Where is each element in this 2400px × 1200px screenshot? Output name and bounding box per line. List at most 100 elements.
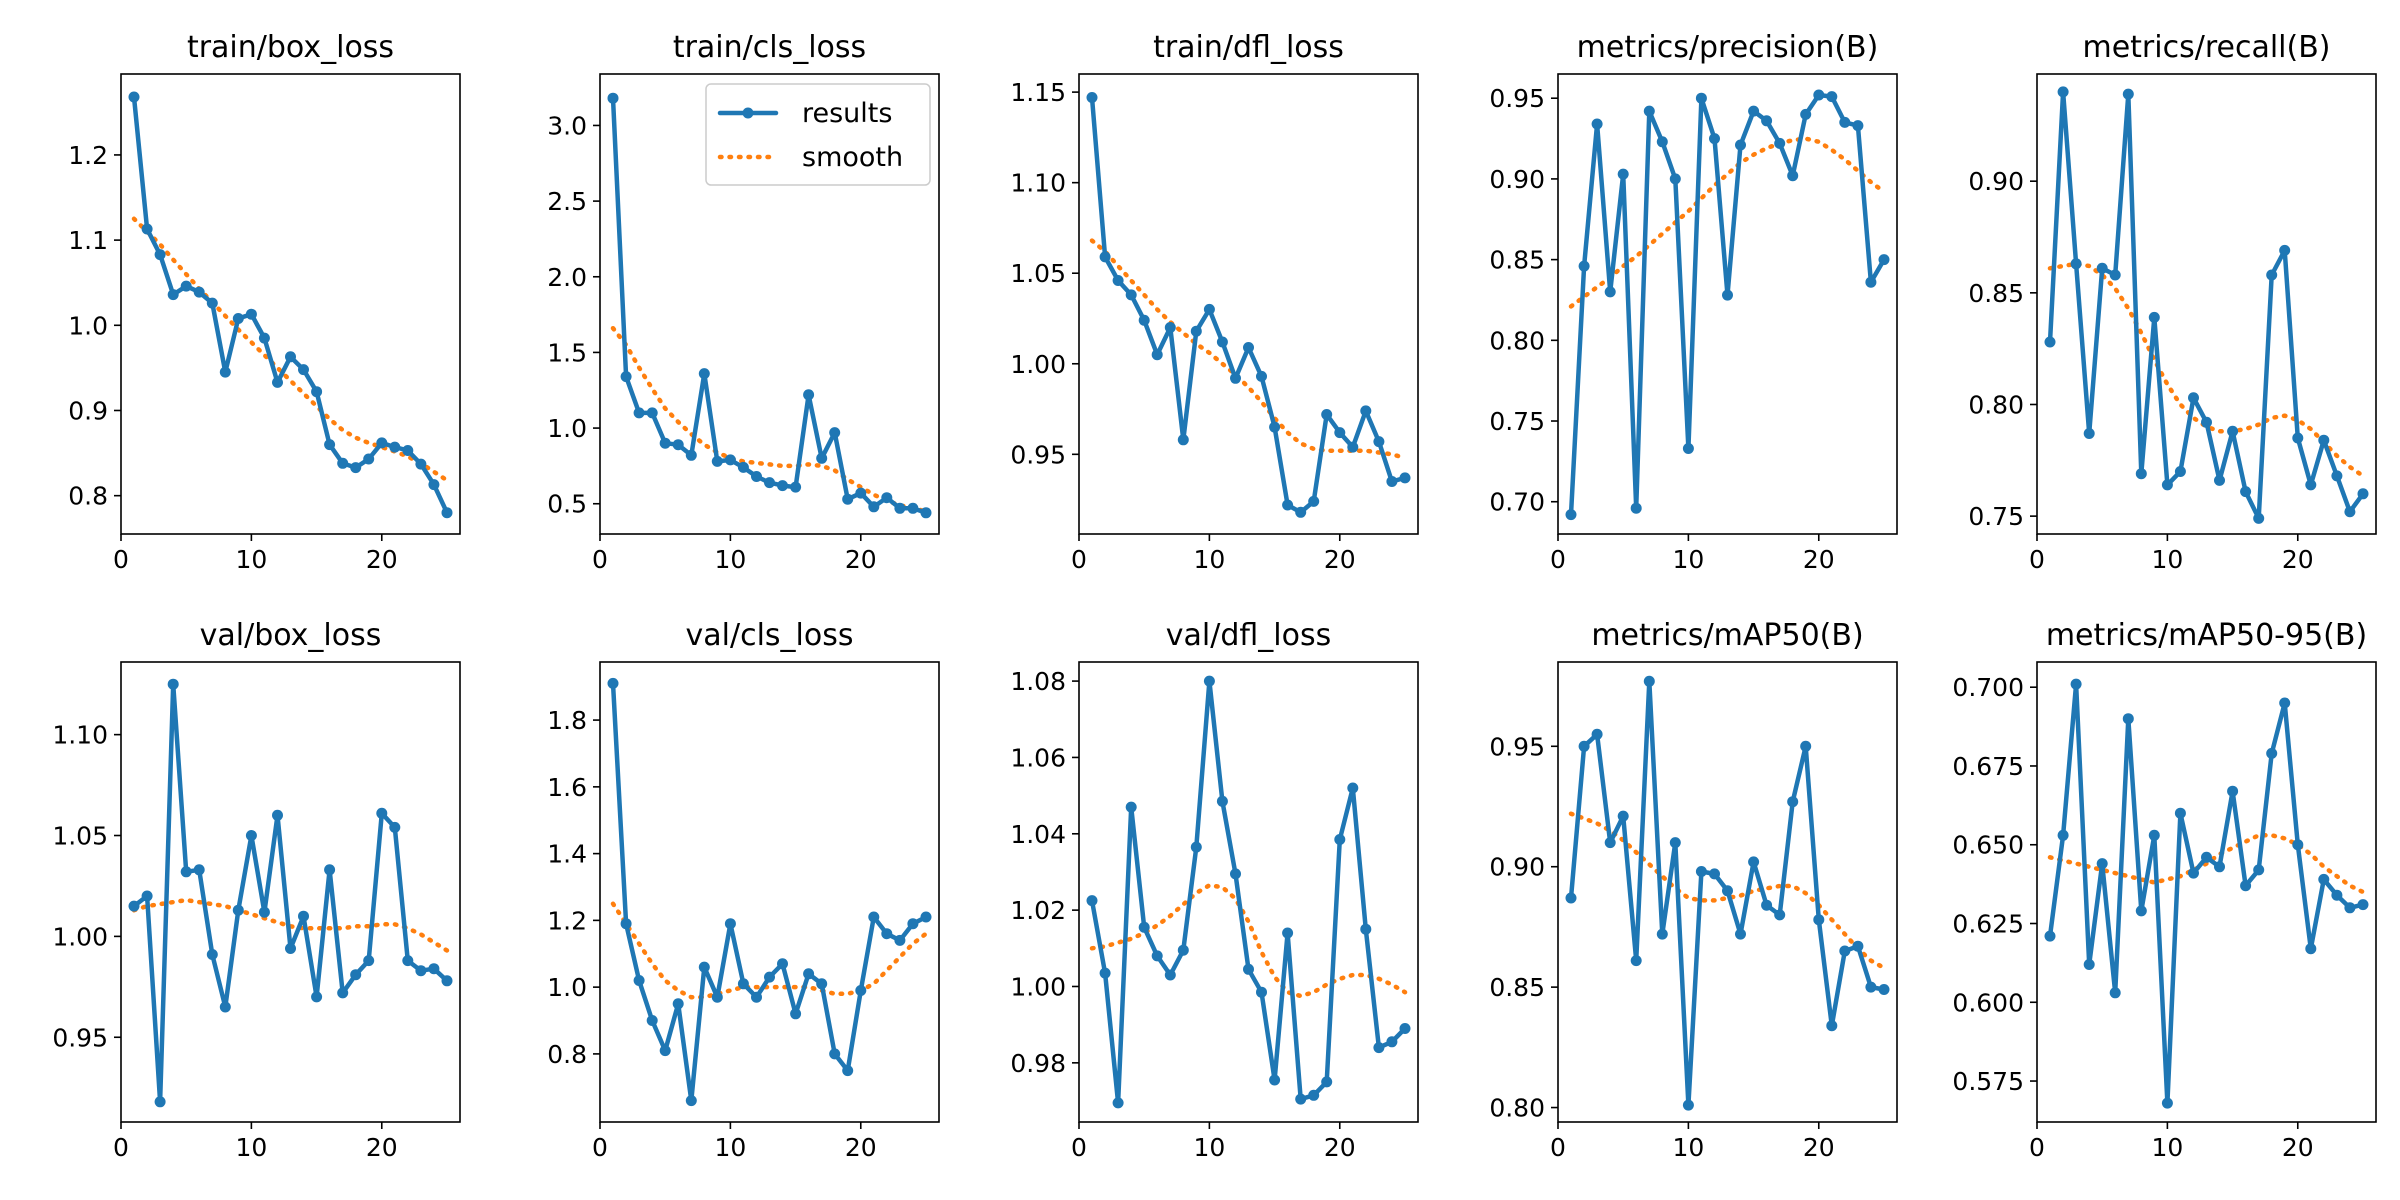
data-point: [2305, 479, 2317, 491]
data-point: [1216, 795, 1228, 807]
subplot-train-dfl-loss: train/dfl_loss 0 10 20 0.95 1.00 1.05 1.10 1.15: [1010, 30, 1419, 574]
data-point: [1256, 370, 1267, 382]
data-point: [363, 453, 375, 465]
x-tick-label: 10: [2151, 545, 2183, 574]
data-point: [894, 934, 906, 946]
data-point: [698, 368, 710, 380]
y-tick-label: 1.00: [1010, 350, 1066, 379]
data-point: [363, 955, 375, 967]
data-point: [1787, 170, 1799, 182]
x-tick-label: 20: [845, 1133, 877, 1162]
x-tick-label: 10: [1193, 1133, 1225, 1162]
data-point: [724, 454, 736, 466]
y-tick-label: 1.0: [547, 973, 587, 1002]
data-point: [350, 969, 362, 981]
data-point: [2161, 1097, 2173, 1109]
data-point: [881, 928, 893, 940]
data-point: [2305, 943, 2317, 955]
data-point: [441, 975, 453, 987]
data-point: [402, 955, 414, 967]
data-point: [402, 445, 414, 456]
data-point: [1839, 945, 1851, 957]
data-point: [2109, 269, 2121, 281]
data-point: [324, 864, 336, 876]
data-point: [2227, 785, 2239, 797]
y-tick-label: 0.85: [1489, 973, 1545, 1002]
data-point: [180, 280, 192, 292]
data-point: [311, 386, 323, 398]
y-tick-label: 0.700: [1952, 673, 2024, 702]
y-tick-label: 1.5: [547, 338, 587, 367]
data-point: [350, 462, 362, 474]
data-point: [1334, 427, 1346, 439]
data-point: [2109, 987, 2121, 999]
x-tick-label: 20: [1803, 1133, 1835, 1162]
plot-area: [2044, 86, 2369, 524]
data-point: [428, 963, 440, 975]
x-tick-label: 20: [2282, 545, 2314, 574]
x-tick-label: 0: [592, 545, 608, 574]
chart-title: train/cls_loss: [673, 30, 866, 65]
data-point: [193, 286, 205, 298]
data-point: [1203, 303, 1215, 315]
data-point: [607, 92, 619, 104]
data-point: [1852, 940, 1864, 952]
y-tick-label: 0.75: [1968, 502, 2024, 531]
series-results-line: [2047, 89, 2366, 521]
y-tick-label: 1.0: [547, 414, 587, 443]
data-point: [1269, 1074, 1281, 1086]
subplot-val-cls-loss: val/cls_loss 0 10 20 0.8 1.0 1.2 1.4 1.6 1.8: [547, 618, 940, 1162]
data-point: [2096, 858, 2108, 870]
y-tick-label: 0.85: [1489, 246, 1545, 275]
data-point: [2070, 678, 2082, 690]
data-point: [764, 971, 775, 983]
series-results-line: [2047, 681, 2366, 1106]
data-point: [1735, 928, 1746, 940]
y-tick-label: 1.2: [68, 141, 108, 170]
y-tick-label: 0.90: [1968, 167, 2024, 196]
data-point: [206, 297, 218, 309]
y-tick-label: 0.95: [1010, 440, 1066, 469]
y-tick-label: 3.0: [547, 111, 587, 140]
data-point: [751, 991, 762, 1003]
data-point: [2083, 959, 2095, 970]
data-point: [324, 439, 336, 451]
y-tick-label: 0.625: [1952, 910, 2024, 939]
data-point: [1865, 981, 1877, 993]
axes-frame: [1557, 73, 1898, 535]
data-point: [1761, 115, 1773, 127]
plot-area: [607, 92, 932, 519]
data-point: [1334, 834, 1346, 845]
data-point: [167, 678, 179, 690]
data-point: [2227, 425, 2239, 437]
data-point: [2057, 829, 2069, 841]
data-point: [1373, 436, 1385, 448]
data-point: [1709, 868, 1720, 880]
x-tick-label: 10: [714, 1133, 746, 1162]
axes-frame: [2036, 73, 2377, 535]
data-point: [245, 308, 257, 320]
data-point: [1360, 405, 1372, 417]
y-tick-label: 0.80: [1489, 1094, 1545, 1123]
data-point: [1177, 434, 1189, 446]
chart-title: val/box_loss: [200, 618, 382, 653]
y-tick-label: 0.8: [547, 1040, 587, 1069]
y-tick-label: 2.5: [547, 187, 587, 216]
data-point: [1630, 502, 1642, 514]
data-point: [1230, 868, 1241, 880]
x-tick-label: 20: [2282, 1133, 2314, 1162]
data-point: [1800, 108, 1812, 120]
data-point: [829, 427, 841, 439]
data-point: [2148, 311, 2160, 323]
x-tick-label: 10: [1193, 545, 1225, 574]
data-point: [1774, 909, 1786, 921]
data-point: [2148, 829, 2160, 841]
y-tick-label: 1.8: [547, 706, 587, 735]
chart-title: train/dfl_loss: [1153, 30, 1344, 65]
data-point: [1709, 133, 1720, 145]
data-point: [842, 493, 854, 505]
x-tick-label: 0: [2029, 1133, 2045, 1162]
data-point: [272, 809, 283, 821]
data-point: [2044, 930, 2056, 942]
axes-frame: [120, 661, 461, 1123]
